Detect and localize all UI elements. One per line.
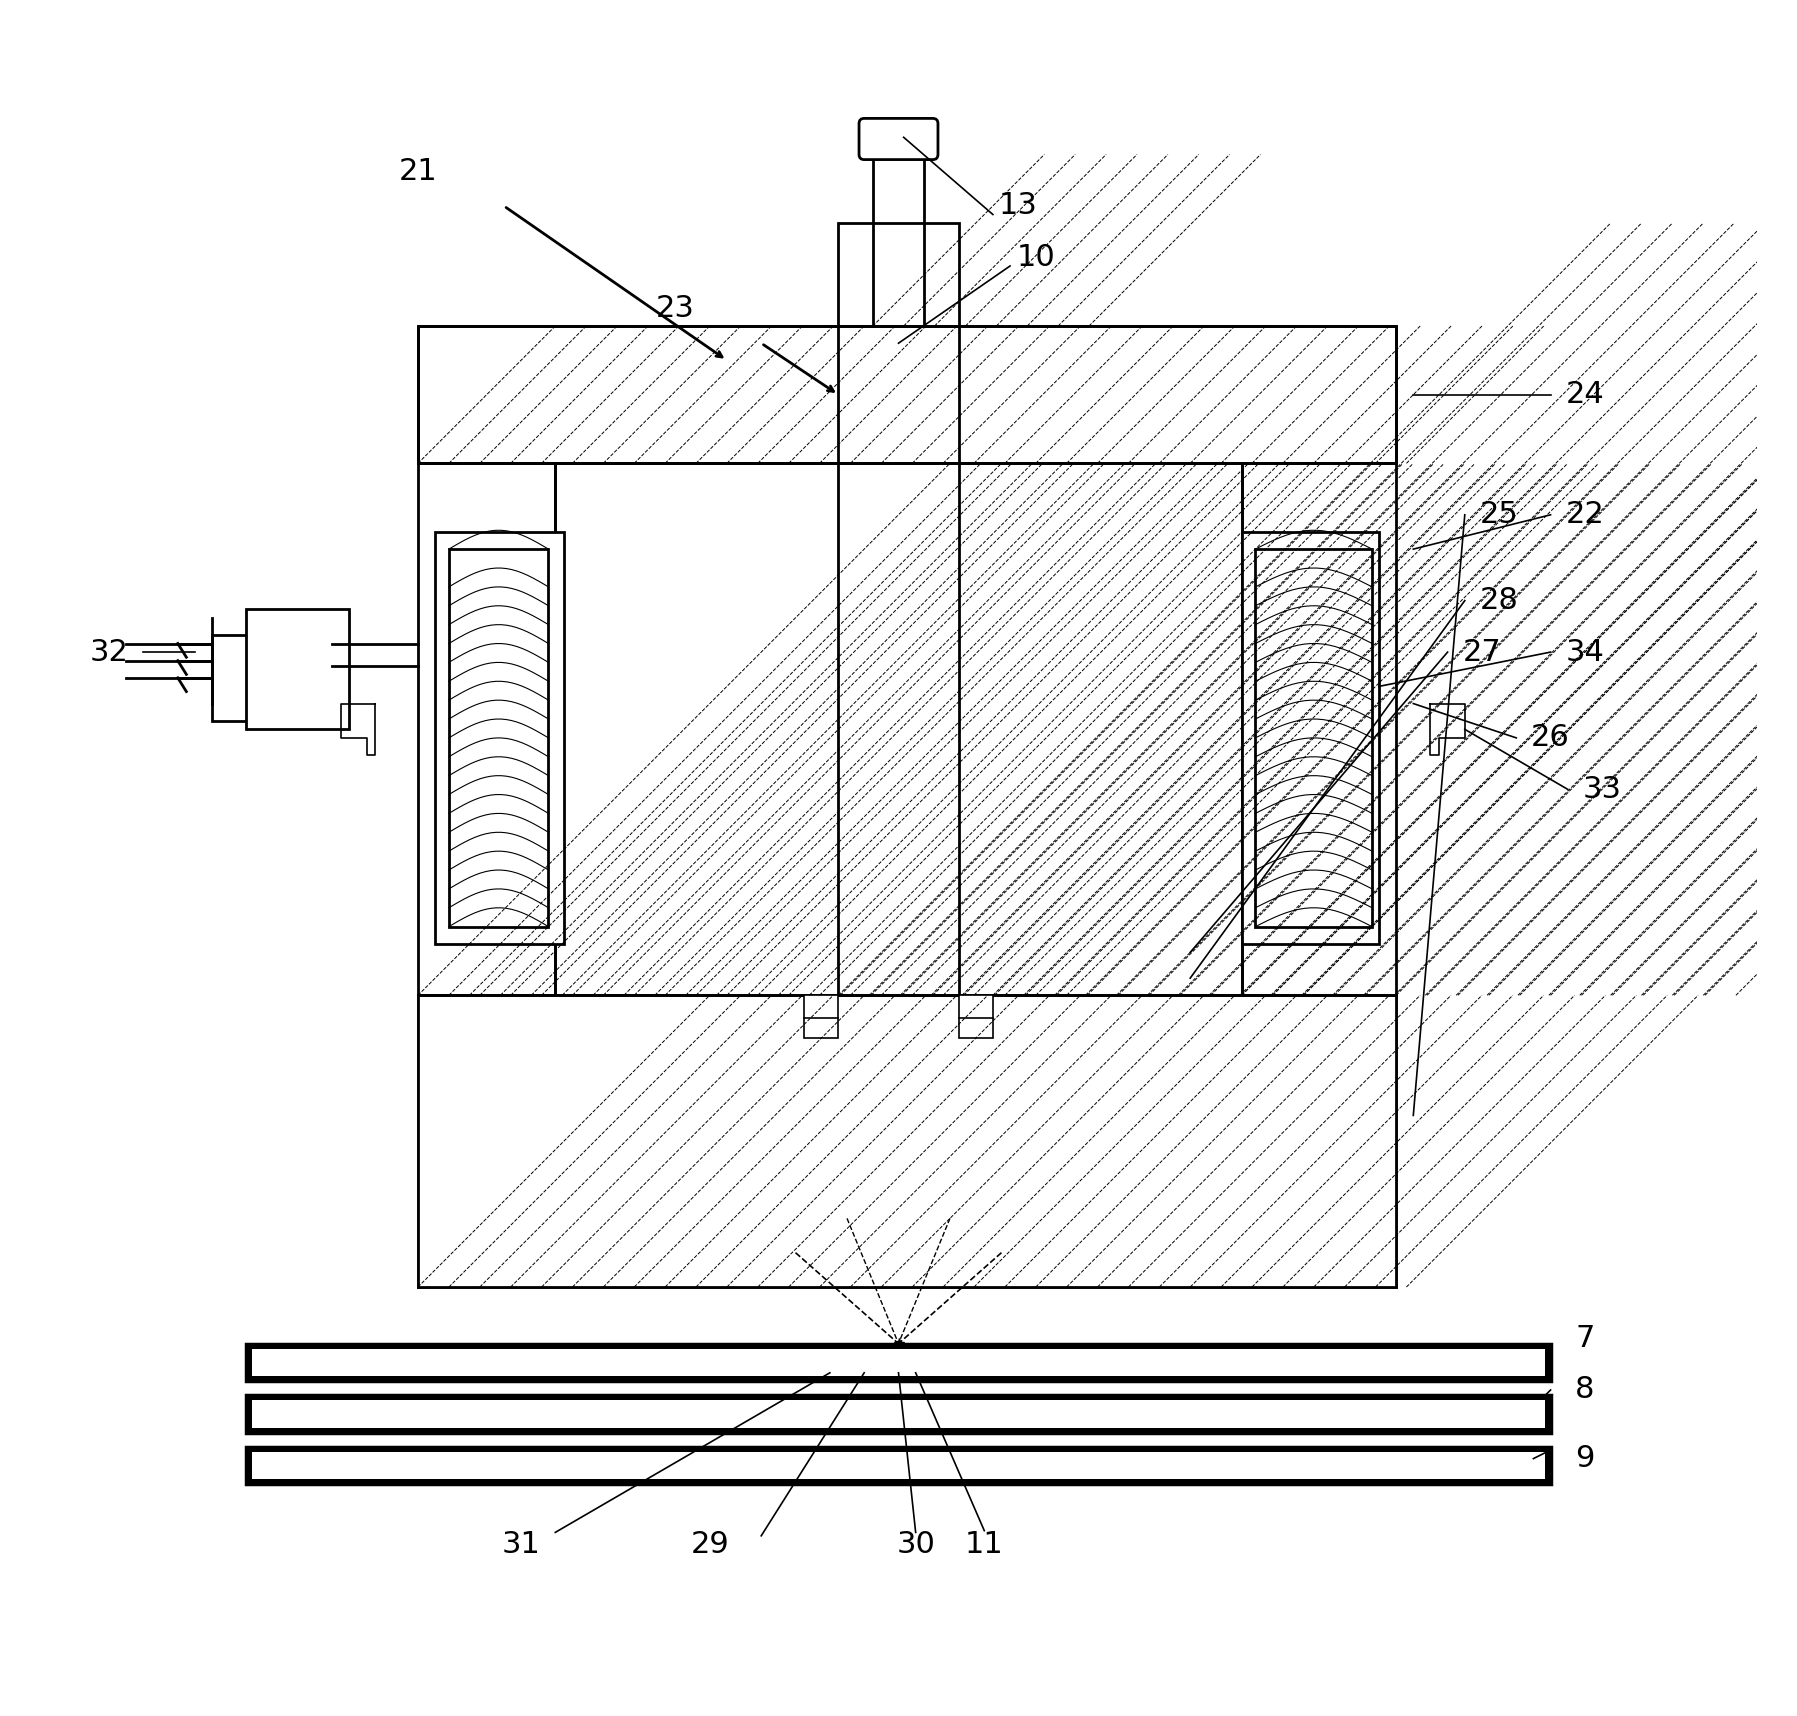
Text: 7: 7 xyxy=(1576,1325,1594,1352)
Text: 21: 21 xyxy=(399,158,437,185)
Bar xyxy=(435,532,564,944)
Text: 13: 13 xyxy=(999,192,1039,220)
Bar xyxy=(246,1395,1551,1433)
Bar xyxy=(246,609,349,729)
Bar xyxy=(252,1400,1545,1428)
Bar xyxy=(839,223,958,995)
Text: 8: 8 xyxy=(1576,1376,1594,1404)
Bar xyxy=(449,549,548,927)
Text: 23: 23 xyxy=(656,295,695,323)
Bar xyxy=(1242,532,1378,944)
Bar xyxy=(1242,463,1396,995)
Bar xyxy=(1256,549,1373,927)
Bar xyxy=(419,995,1396,1287)
Bar xyxy=(252,1349,1545,1376)
Bar xyxy=(803,995,839,1038)
Bar xyxy=(419,326,1396,463)
Bar xyxy=(419,995,1396,1287)
Bar xyxy=(246,1447,1551,1484)
Bar xyxy=(252,1452,1545,1479)
Text: 32: 32 xyxy=(90,638,129,666)
Text: 28: 28 xyxy=(1479,587,1518,614)
Bar xyxy=(246,1395,1551,1433)
Bar xyxy=(246,1447,1551,1484)
Text: 25: 25 xyxy=(1479,501,1518,529)
Text: 33: 33 xyxy=(1583,776,1621,803)
Bar xyxy=(958,995,994,1038)
Bar xyxy=(212,635,332,721)
Bar xyxy=(419,326,1396,463)
FancyBboxPatch shape xyxy=(859,118,938,160)
Bar xyxy=(246,1344,1551,1381)
Text: 9: 9 xyxy=(1576,1445,1594,1472)
Text: 31: 31 xyxy=(501,1531,541,1558)
Text: 26: 26 xyxy=(1531,724,1571,752)
Text: 29: 29 xyxy=(690,1531,730,1558)
Bar xyxy=(246,1344,1551,1381)
Bar xyxy=(555,463,1242,995)
Text: 24: 24 xyxy=(1565,381,1605,408)
Text: 30: 30 xyxy=(897,1531,934,1558)
Text: 22: 22 xyxy=(1565,501,1605,529)
Text: 27: 27 xyxy=(1463,638,1500,666)
Text: 10: 10 xyxy=(1017,244,1055,271)
Text: 11: 11 xyxy=(965,1531,1005,1558)
Bar xyxy=(873,154,924,326)
Text: 34: 34 xyxy=(1565,638,1605,666)
Bar xyxy=(419,463,555,995)
